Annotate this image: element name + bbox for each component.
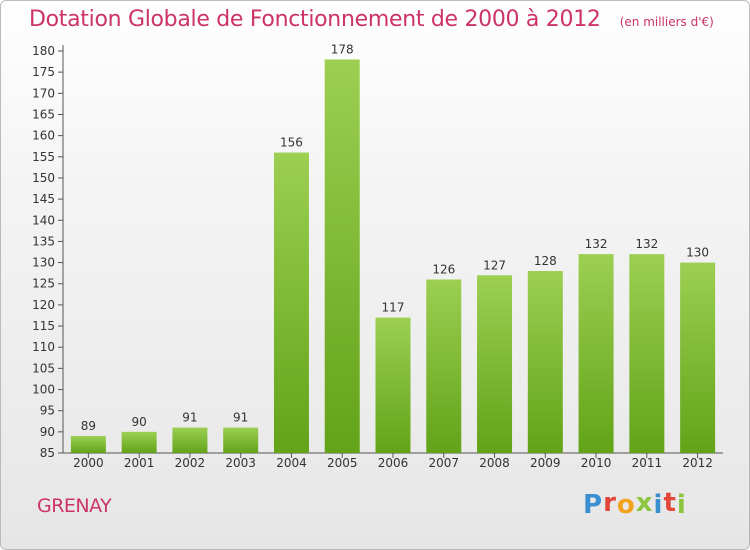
logo-letter: P	[583, 490, 604, 520]
logo-letter: o	[616, 490, 636, 520]
data-label: 91	[182, 411, 197, 425]
x-axis: 2000 2001 2002 2003 2004 2005 2006 2007 2008 2009…	[63, 452, 723, 470]
y-tick-label: 140	[32, 213, 55, 227]
bar	[680, 262, 716, 453]
x-tick-label: 2004	[276, 456, 307, 470]
y-tick-label: 130	[32, 256, 55, 270]
chart-subtitle: (en milliers d'€)	[619, 15, 714, 29]
y-tick-label: 145	[32, 192, 55, 206]
y-tick-label: 150	[32, 171, 55, 185]
y-tick-label: 170	[32, 86, 55, 100]
x-tick-label: 2003	[225, 456, 256, 470]
y-tick-label: 155	[32, 150, 55, 164]
bar	[70, 436, 106, 453]
place-name: GRENAY	[37, 495, 112, 517]
bar	[273, 152, 309, 453]
data-label: 91	[233, 411, 248, 425]
x-tick-label: 2006	[378, 456, 409, 470]
bar	[121, 431, 157, 453]
data-label: 156	[280, 136, 303, 150]
bars: 89 90 91 91 156 178 117 126 127 128 132 132 130	[70, 42, 716, 453]
data-label: 128	[534, 254, 557, 268]
bar	[527, 271, 563, 453]
y-tick-label: 165	[32, 107, 55, 121]
y-tick-label: 180	[32, 44, 55, 58]
y-tick-label: 100	[32, 383, 55, 397]
x-tick-label: 2001	[124, 456, 155, 470]
data-label: 117	[382, 301, 405, 315]
y-tick-label: 125	[32, 277, 55, 291]
data-label: 130	[686, 246, 709, 260]
logo-letter: r	[603, 488, 617, 518]
y-tick-label: 110	[32, 340, 55, 354]
y-tick-label: 90	[40, 425, 55, 439]
x-tick-label: 2000	[73, 456, 104, 470]
x-tick-label: 2005	[327, 456, 358, 470]
data-label: 126	[432, 263, 455, 277]
bar	[578, 254, 614, 453]
logo-letter: i	[653, 490, 664, 520]
chart-title: Dotation Globale de Fonctionnement de 20…	[29, 7, 601, 32]
bar	[477, 275, 513, 453]
x-tick-label: 2012	[682, 456, 713, 470]
x-tick-label: 2009	[530, 456, 561, 470]
x-tick-label: 2007	[428, 456, 459, 470]
data-label: 90	[132, 415, 147, 429]
y-tick-label: 175	[32, 65, 55, 79]
bar	[629, 254, 665, 453]
x-tick-label: 2008	[479, 456, 510, 470]
x-tick-label: 2010	[581, 456, 612, 470]
x-tick-label: 2011	[632, 456, 663, 470]
y-tick-label: 160	[32, 129, 55, 143]
bar	[223, 427, 259, 453]
data-label: 132	[585, 237, 608, 251]
y-tick-label: 95	[40, 404, 55, 418]
y-tick-label: 115	[32, 319, 55, 333]
proxiti-logo: Proxiti	[583, 488, 687, 520]
bar	[375, 317, 411, 453]
data-label: 127	[483, 258, 506, 272]
logo-letter: x	[635, 488, 654, 518]
bar	[172, 427, 208, 453]
y-tick-label: 135	[32, 234, 55, 248]
y-tick-label: 120	[32, 298, 55, 312]
y-tick-label: 105	[32, 361, 55, 375]
data-label: 89	[81, 419, 96, 433]
data-label: 178	[331, 42, 354, 56]
bar	[324, 59, 360, 453]
y-axis: 85 90 95 100 105 110 115 120 125 130 135 140 145 150 1…	[32, 44, 64, 460]
y-tick-label: 85	[40, 446, 55, 460]
bar	[426, 279, 462, 453]
logo-letter: t	[663, 488, 677, 518]
chart-title-block: Dotation Globale de Fonctionnement de 20…	[29, 7, 714, 32]
logo-letter: i	[676, 490, 687, 520]
data-label: 132	[635, 237, 658, 251]
x-tick-label: 2002	[175, 456, 206, 470]
